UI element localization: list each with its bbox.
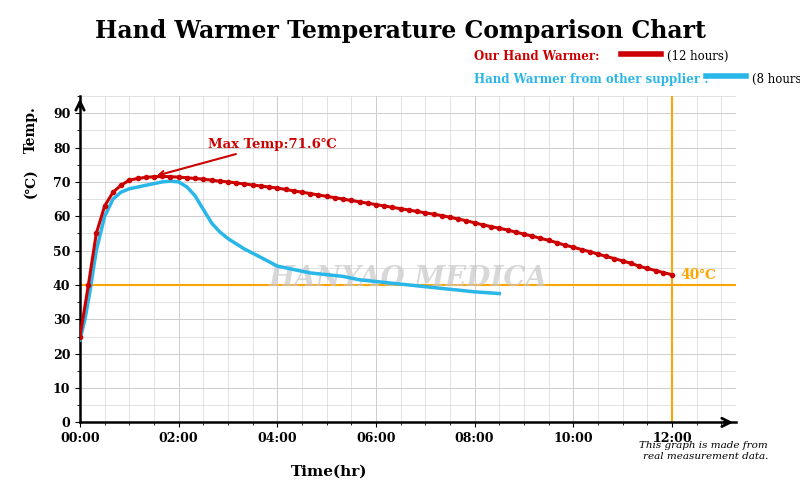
Text: Temp.: Temp. — [24, 106, 38, 153]
Text: Time(hr): Time(hr) — [291, 465, 367, 479]
Text: 40℃: 40℃ — [680, 268, 716, 282]
Text: Our Hand Warmer:: Our Hand Warmer: — [474, 50, 599, 63]
Text: Hand Warmer Temperature Comparison Chart: Hand Warmer Temperature Comparison Chart — [94, 19, 706, 43]
Text: HANYAO MEDICA: HANYAO MEDICA — [269, 265, 547, 292]
Text: Max Temp:71.6℃: Max Temp:71.6℃ — [159, 138, 337, 176]
Text: (8 hours): (8 hours) — [752, 73, 800, 86]
Text: This graph is made from
real measurement data.: This graph is made from real measurement… — [639, 442, 768, 461]
Text: (℃): (℃) — [24, 168, 38, 198]
Text: Hand Warmer from other supplier :: Hand Warmer from other supplier : — [474, 73, 708, 86]
Text: (12 hours): (12 hours) — [667, 50, 729, 63]
